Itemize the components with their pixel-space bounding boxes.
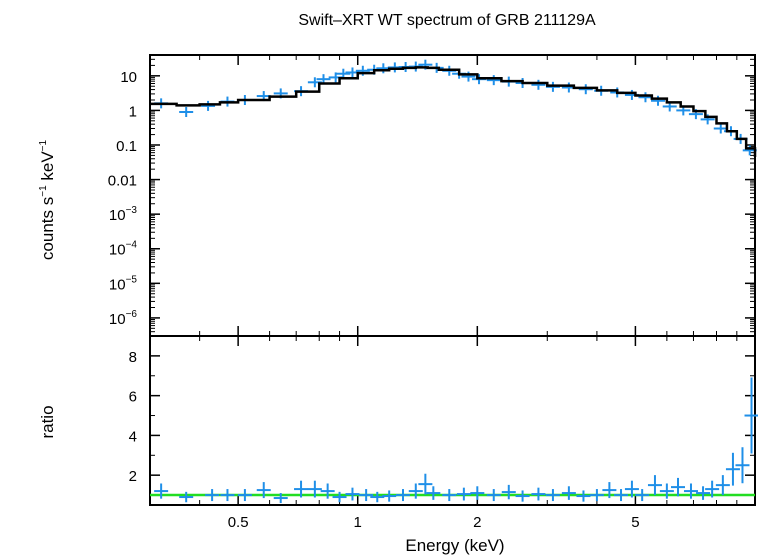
x-tick-label: 2 [473, 514, 481, 531]
x-tick-label: 5 [631, 514, 639, 531]
spectrum-frame [149, 54, 756, 337]
ratio-frame [149, 335, 756, 506]
y-tick-label: 6 [129, 389, 137, 406]
y-tick-label: 10−6 [109, 309, 138, 328]
spectrum-y-axis-label: counts s−1 keV−1 [38, 139, 57, 260]
y-tick-label: 4 [129, 428, 137, 445]
y-tick-label: 10−4 [109, 240, 138, 259]
y-tick-label: 2 [129, 468, 137, 485]
y-tick-label: 10−5 [109, 274, 138, 293]
x-tick-label: 1 [354, 514, 362, 531]
chart-title: Swift–XRT WT spectrum of GRB 211129A [298, 12, 596, 29]
y-tick-label: 8 [129, 349, 137, 366]
spectrum-model-line [150, 66, 757, 157]
y-tick-label: 0.01 [108, 173, 137, 190]
x-axis-label: Energy (keV) [405, 536, 504, 555]
y-tick-label: 1 [129, 103, 137, 120]
ratio-y-axis-label: ratio [38, 405, 57, 438]
x-tick-label: 0.5 [228, 514, 249, 531]
y-tick-label: 10−3 [109, 205, 138, 224]
y-tick-label: 10 [120, 69, 137, 86]
spectrum-panel: 10 1 0.1 0.01 10−3 10−4 10−5 10−6 [108, 54, 757, 505]
ratio-panel: 0.5 1 2 5 2 4 6 8 [129, 335, 758, 531]
y-tick-label: 0.1 [116, 138, 137, 155]
